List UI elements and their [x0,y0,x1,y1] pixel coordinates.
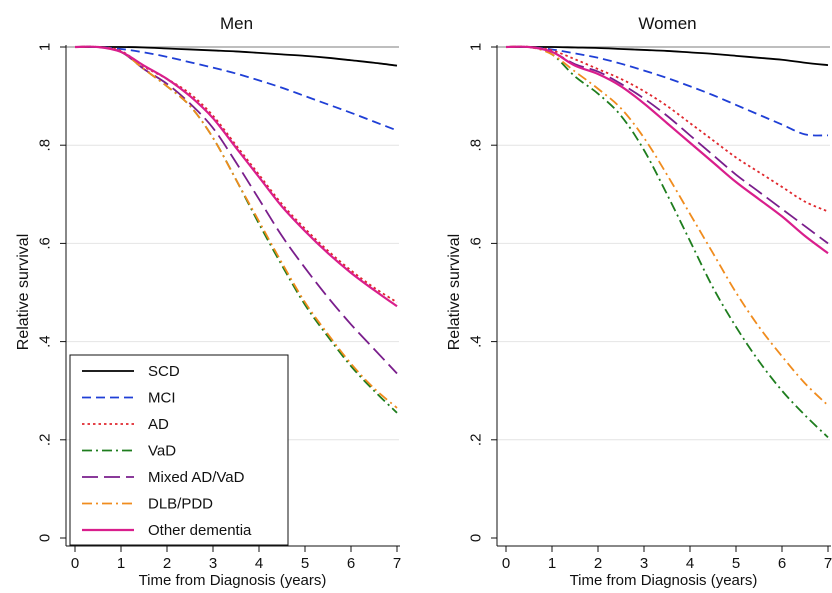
x-tick-label: 5 [732,555,740,572]
series-line-mci [505,45,829,137]
legend-label: Other dementia [148,522,252,539]
series-line-other-dementia [505,45,829,255]
legend-label: VaD [148,443,176,460]
x-tick-label: 5 [301,555,309,572]
x-axis-label: Time from Diagnosis (years) [139,572,327,589]
y-axis-label: Relative survival [446,234,463,350]
y-tick-label: .8 [37,139,54,152]
y-tick-label: .4 [468,335,485,348]
y-tick-label: .6 [37,237,54,250]
legend-label: Mixed AD/VaD [148,469,245,486]
x-tick-label: 2 [163,555,171,572]
x-tick-label: 3 [209,555,217,572]
x-tick-label: 6 [778,555,786,572]
y-tick-label: 1 [468,43,485,51]
panel-title: Women [638,14,696,33]
panel-men: 0 .2 .4 .6 .8 1 0 1 2 3 4 5 6 7 Men Time from Diagnosis… [15,14,401,589]
series-line-ad [74,45,398,304]
x-tick-label: 1 [548,555,556,572]
y-tick-label: .6 [468,237,485,250]
series-line-scd [75,46,398,67]
y-tick-label: .8 [468,139,485,152]
x-tick-label: 7 [824,555,832,572]
panel-title: Men [220,14,253,33]
legend-label: AD [148,416,169,433]
x-tick-label: 4 [255,555,263,572]
series-line-mixed-ad-vad [74,45,398,375]
legend: SCD MCI AD VaD Mixed AD/VaD DLB/PDD Other deme… [69,354,289,546]
x-tick-label: 0 [502,555,510,572]
x-tick-label: 2 [594,555,602,572]
x-tick-label: 1 [117,555,125,572]
y-axis-label: Relative survival [15,234,32,350]
series-line-dlb-pdd [505,45,829,407]
y-tick-label: .2 [37,434,54,447]
y-tick-label: 1 [37,43,54,51]
legend-label: MCI [148,390,176,407]
legend-label: DLB/PDD [148,496,213,513]
y-tick-label: 0 [37,534,54,542]
series-line-dlb-pdd [74,45,398,409]
x-tick-label: 7 [393,555,401,572]
x-tick-label: 3 [640,555,648,572]
x-tick-label: 4 [686,555,694,572]
y-tick-label: 0 [468,534,485,542]
y-tick-label: .4 [37,335,54,348]
series-line-vad [505,45,829,438]
x-tick-label: 0 [71,555,79,572]
series-line-ad [505,45,829,213]
x-tick-label: 6 [347,555,355,572]
series-line-other-dementia [74,45,398,308]
y-tick-label: .2 [468,434,485,447]
series-line-scd [506,46,829,67]
panel-women: 0 .2 .4 .6 .8 1 0 1 2 3 4 5 6 7 Women Time from Diagnos… [446,14,832,589]
x-axis-label: Time from Diagnosis (years) [570,572,758,589]
legend-label: SCD [148,363,180,380]
